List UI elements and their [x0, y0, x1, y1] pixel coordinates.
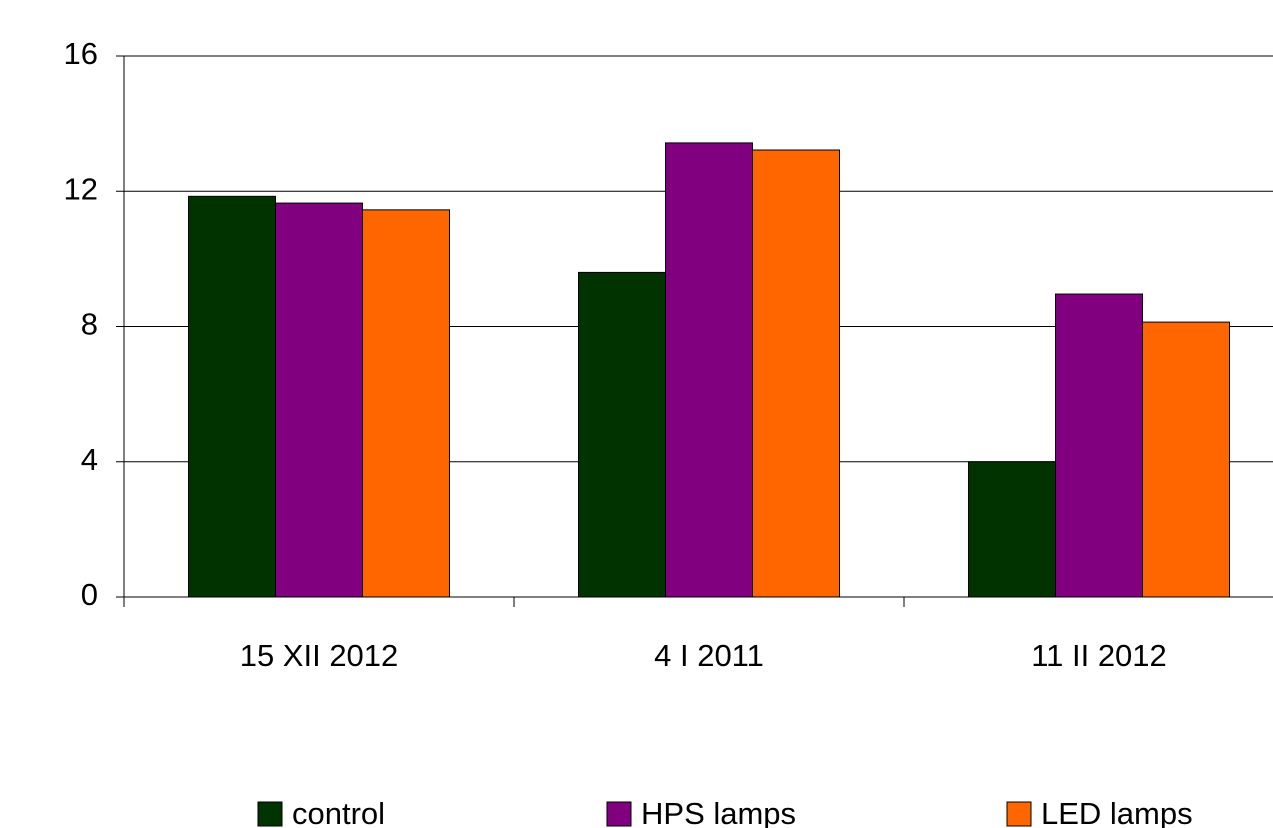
- y-tick-label: 8: [81, 307, 98, 342]
- bar: [752, 149, 840, 598]
- legend-swatch: [606, 801, 632, 827]
- bar: [1142, 321, 1230, 598]
- bar: [188, 195, 276, 598]
- y-tick-label: 12: [64, 171, 98, 206]
- bar: [665, 142, 753, 598]
- bar: [578, 271, 666, 598]
- y-tick-label: 0: [81, 577, 98, 612]
- x-tick-label: 4 I 2011: [654, 638, 764, 673]
- legend-label: HPS lamps: [641, 796, 796, 828]
- y-tick-label: 16: [64, 36, 98, 71]
- legend-swatch: [257, 801, 283, 827]
- bar: [1055, 293, 1143, 598]
- x-tick-label: 15 XII 2012: [240, 638, 399, 673]
- bar: [362, 209, 450, 598]
- y-tick-label: 4: [81, 442, 98, 477]
- legend-swatch: [1006, 801, 1032, 827]
- legend-label: LED lamps: [1041, 796, 1193, 828]
- bar: [968, 461, 1056, 598]
- x-tick-label: 11 II 2012: [1031, 638, 1167, 673]
- legend-label: control: [292, 796, 385, 828]
- bar: [275, 202, 363, 598]
